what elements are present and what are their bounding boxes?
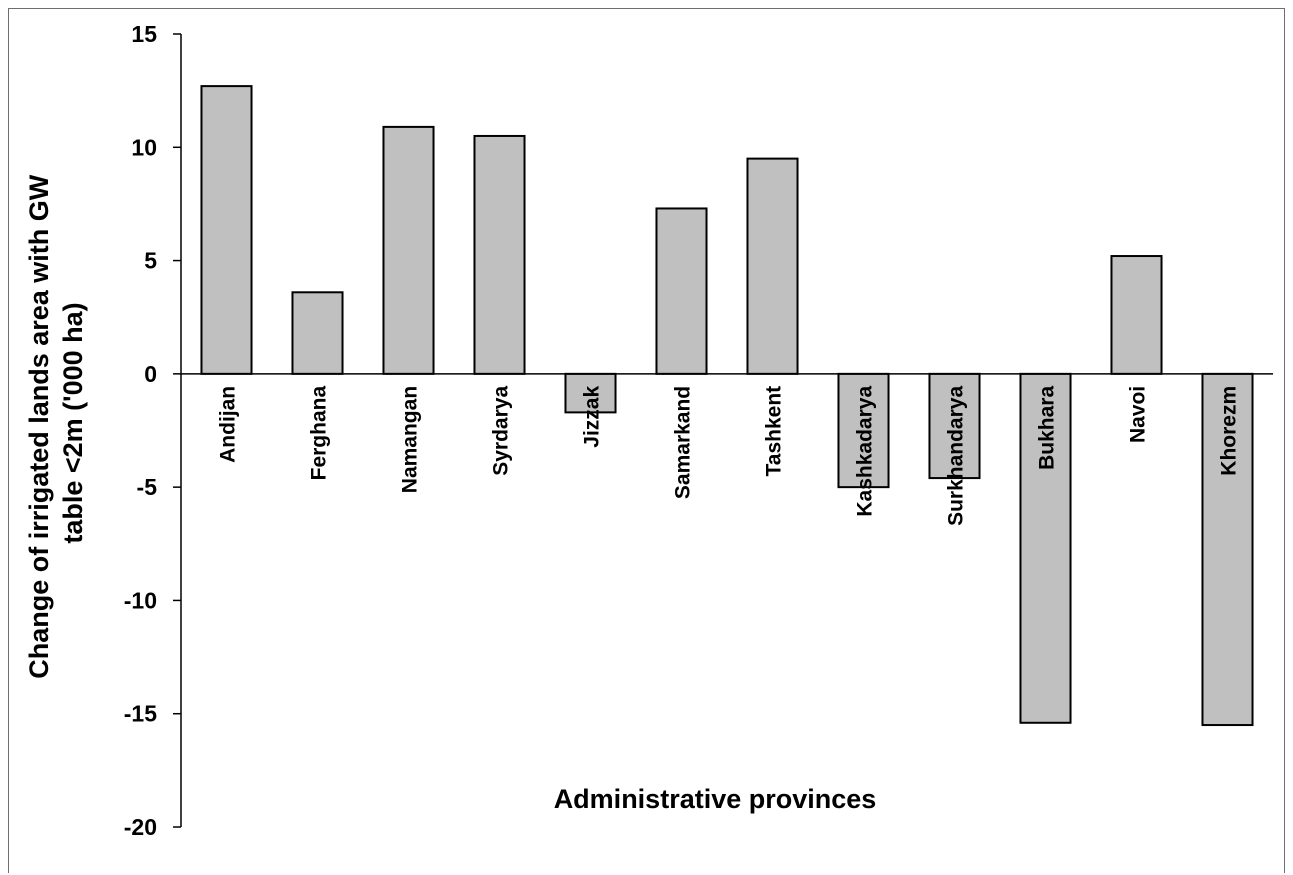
bars-group bbox=[200, 85, 1254, 727]
category-label-samarkand: Samarkand bbox=[672, 386, 695, 499]
bar-kashkadarya bbox=[837, 372, 890, 489]
category-labels: Andijan Ferghana Namangan Syrdarya Jizzak Sam… bbox=[217, 386, 1241, 526]
bar-navoi bbox=[1110, 255, 1163, 375]
chart-frame bbox=[8, 8, 1285, 873]
category-label-surkhandarya: Surkhandarya bbox=[945, 386, 968, 526]
bar-jizzak bbox=[564, 372, 617, 414]
x-axis-title: Administrative provinces bbox=[554, 784, 877, 814]
category-label-tashkent: Tashkent bbox=[763, 386, 786, 477]
category-label-bukhara: Bukhara bbox=[1036, 386, 1059, 470]
y-tick-label: -15 bbox=[124, 701, 157, 727]
y-axis-title-line-1: Change of irrigated lands area with GW bbox=[24, 174, 54, 679]
y-tick-label: -10 bbox=[124, 587, 157, 613]
y-tick-label: 5 bbox=[144, 248, 157, 274]
category-label-namangan: Namangan bbox=[399, 386, 422, 493]
category-label-navoi: Navoi bbox=[1127, 386, 1150, 443]
y-tick-label: 15 bbox=[131, 21, 157, 47]
axes-group bbox=[173, 33, 1273, 828]
category-label-jizzak: Jizzak bbox=[581, 386, 604, 448]
y-tick-label: -20 bbox=[124, 814, 157, 840]
y-axis-title: Change of irrigated lands area with GW t… bbox=[24, 167, 88, 679]
bar-ferghana bbox=[291, 291, 344, 375]
y-tick-label: 10 bbox=[131, 134, 157, 160]
category-label-ferghana: Ferghana bbox=[308, 386, 331, 481]
bar-bukhara bbox=[1019, 372, 1072, 724]
bar-andijan bbox=[200, 85, 253, 375]
category-label-kashkadarya: Kashkadarya bbox=[854, 386, 877, 517]
y-tick-label: 0 bbox=[144, 361, 157, 387]
bar-syrdarya bbox=[473, 134, 526, 375]
y-tick-label: -5 bbox=[137, 474, 158, 500]
y-tick-labels: 15 10 5 0 -5 -10 -15 -20 bbox=[124, 21, 157, 840]
bar-khorezm bbox=[1201, 372, 1254, 727]
category-label-khorezm: Khorezm bbox=[1218, 386, 1241, 476]
bar-namangan bbox=[382, 125, 435, 375]
category-label-syrdarya: Syrdarya bbox=[490, 386, 513, 476]
category-label-andijan: Andijan bbox=[217, 386, 240, 463]
bar-samarkand bbox=[655, 207, 708, 375]
y-axis-title-line-2: table <2m ('000 ha) bbox=[58, 302, 88, 543]
bar-tashkent bbox=[746, 157, 799, 375]
